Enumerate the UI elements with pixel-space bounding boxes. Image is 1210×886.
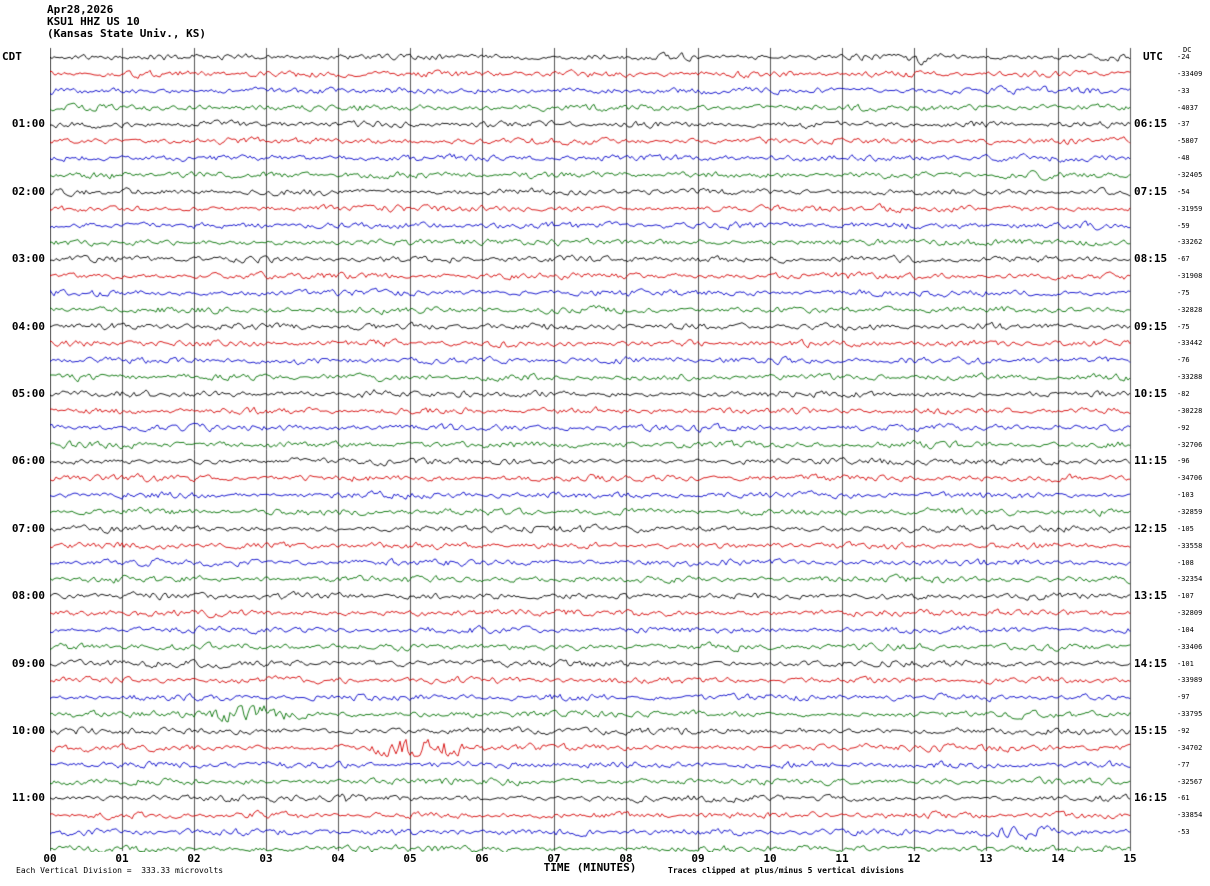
dc-value: -30228 — [1177, 407, 1202, 415]
dc-value: -32859 — [1177, 508, 1202, 516]
dc-value: -5807 — [1177, 137, 1198, 145]
x-tick-label: 12 — [907, 853, 920, 865]
dc-value: -59 — [1177, 222, 1190, 230]
dc-value: -33406 — [1177, 643, 1202, 651]
dc-value: -31959 — [1177, 205, 1202, 213]
dc-value: -67 — [1177, 255, 1190, 263]
dc-value: -107 — [1177, 592, 1194, 600]
hour-label-cdt: 06:00 — [0, 455, 45, 467]
hour-label-utc: 13:15 — [1134, 590, 1167, 602]
dc-value: -32706 — [1177, 441, 1202, 449]
dc-value: -33558 — [1177, 542, 1202, 550]
x-tick-label: 10 — [763, 853, 776, 865]
dc-value: -48 — [1177, 154, 1190, 162]
x-tick-label: 00 — [43, 853, 56, 865]
dc-value: -33795 — [1177, 710, 1202, 718]
dc-value: -33989 — [1177, 676, 1202, 684]
dc-value: -53 — [1177, 828, 1190, 836]
hour-label-utc: 10:15 — [1134, 388, 1167, 400]
dc-value: -101 — [1177, 660, 1194, 668]
dc-value: -33854 — [1177, 811, 1202, 819]
x-axis-title: TIME (MINUTES) — [544, 862, 637, 874]
dc-value: -37 — [1177, 120, 1190, 128]
x-tick-label: 03 — [259, 853, 272, 865]
clip-note: Traces clipped at plus/minus 5 vertical … — [668, 866, 904, 875]
hour-label-utc: 16:15 — [1134, 792, 1167, 804]
dc-value: -96 — [1177, 457, 1190, 465]
dc-value: -33442 — [1177, 339, 1202, 347]
hour-label-utc: 12:15 — [1134, 523, 1167, 535]
hour-label-utc: 11:15 — [1134, 455, 1167, 467]
dc-value: -33288 — [1177, 373, 1202, 381]
x-tick-label: 15 — [1123, 853, 1136, 865]
dc-value: -32405 — [1177, 171, 1202, 179]
x-tick-label: 01 — [115, 853, 128, 865]
dc-value: -34706 — [1177, 474, 1202, 482]
x-tick-label: 05 — [403, 853, 416, 865]
x-tick-label: 13 — [979, 853, 992, 865]
hour-label-cdt: 05:00 — [0, 388, 45, 400]
hour-label-cdt: 07:00 — [0, 523, 45, 535]
dc-value: -75 — [1177, 289, 1190, 297]
dc-value: -82 — [1177, 390, 1190, 398]
dc-value: -32354 — [1177, 575, 1202, 583]
hour-label-utc: 09:15 — [1134, 321, 1167, 333]
hour-label-utc: 15:15 — [1134, 725, 1167, 737]
scale-note: Each Vertical Division = 333.33 microvol… — [16, 866, 223, 875]
right-timezone-label: UTC — [1143, 51, 1163, 63]
dc-value: -54 — [1177, 188, 1190, 196]
hour-label-utc: 08:15 — [1134, 253, 1167, 265]
dc-value: -108 — [1177, 559, 1194, 567]
hour-label-cdt: 11:00 — [0, 792, 45, 804]
hour-label-cdt: 02:00 — [0, 186, 45, 198]
dc-value: -92 — [1177, 727, 1190, 735]
dc-value: -32828 — [1177, 306, 1202, 314]
dc-value: -92 — [1177, 424, 1190, 432]
dc-value: -97 — [1177, 693, 1190, 701]
dc-value: -24 — [1177, 53, 1190, 61]
seismogram-canvas — [50, 40, 1132, 852]
hour-label-cdt: 01:00 — [0, 118, 45, 130]
hour-label-utc: 14:15 — [1134, 658, 1167, 670]
x-tick-label: 14 — [1051, 853, 1064, 865]
hour-label-cdt: 03:00 — [0, 253, 45, 265]
helicorder-page: Apr28,2026 KSU1 HHZ US 10 (Kansas State … — [0, 0, 1210, 886]
dc-value: -76 — [1177, 356, 1190, 364]
dc-value: -31908 — [1177, 272, 1202, 280]
dc-value: -61 — [1177, 794, 1190, 802]
dc-value: -34702 — [1177, 744, 1202, 752]
dc-value: -33 — [1177, 87, 1190, 95]
location-label: (Kansas State Univ., KS) — [47, 28, 206, 40]
x-tick-label: 11 — [835, 853, 848, 865]
dc-value: -75 — [1177, 323, 1190, 331]
left-timezone-label: CDT — [2, 51, 22, 63]
x-tick-label: 04 — [331, 853, 344, 865]
x-tick-label: 06 — [475, 853, 488, 865]
x-tick-label: 09 — [691, 853, 704, 865]
dc-value: -4037 — [1177, 104, 1198, 112]
x-tick-label: 02 — [187, 853, 200, 865]
dc-value: -33409 — [1177, 70, 1202, 78]
hour-label-cdt: 04:00 — [0, 321, 45, 333]
dc-value: -104 — [1177, 626, 1194, 634]
dc-value: -32567 — [1177, 778, 1202, 786]
dc-value: -103 — [1177, 491, 1194, 499]
dc-value: -32809 — [1177, 609, 1202, 617]
hour-label-cdt: 09:00 — [0, 658, 45, 670]
dc-value: -77 — [1177, 761, 1190, 769]
hour-label-utc: 07:15 — [1134, 186, 1167, 198]
dc-value: -33262 — [1177, 238, 1202, 246]
dc-value: -105 — [1177, 525, 1194, 533]
hour-label-cdt: 10:00 — [0, 725, 45, 737]
hour-label-cdt: 08:00 — [0, 590, 45, 602]
hour-label-utc: 06:15 — [1134, 118, 1167, 130]
